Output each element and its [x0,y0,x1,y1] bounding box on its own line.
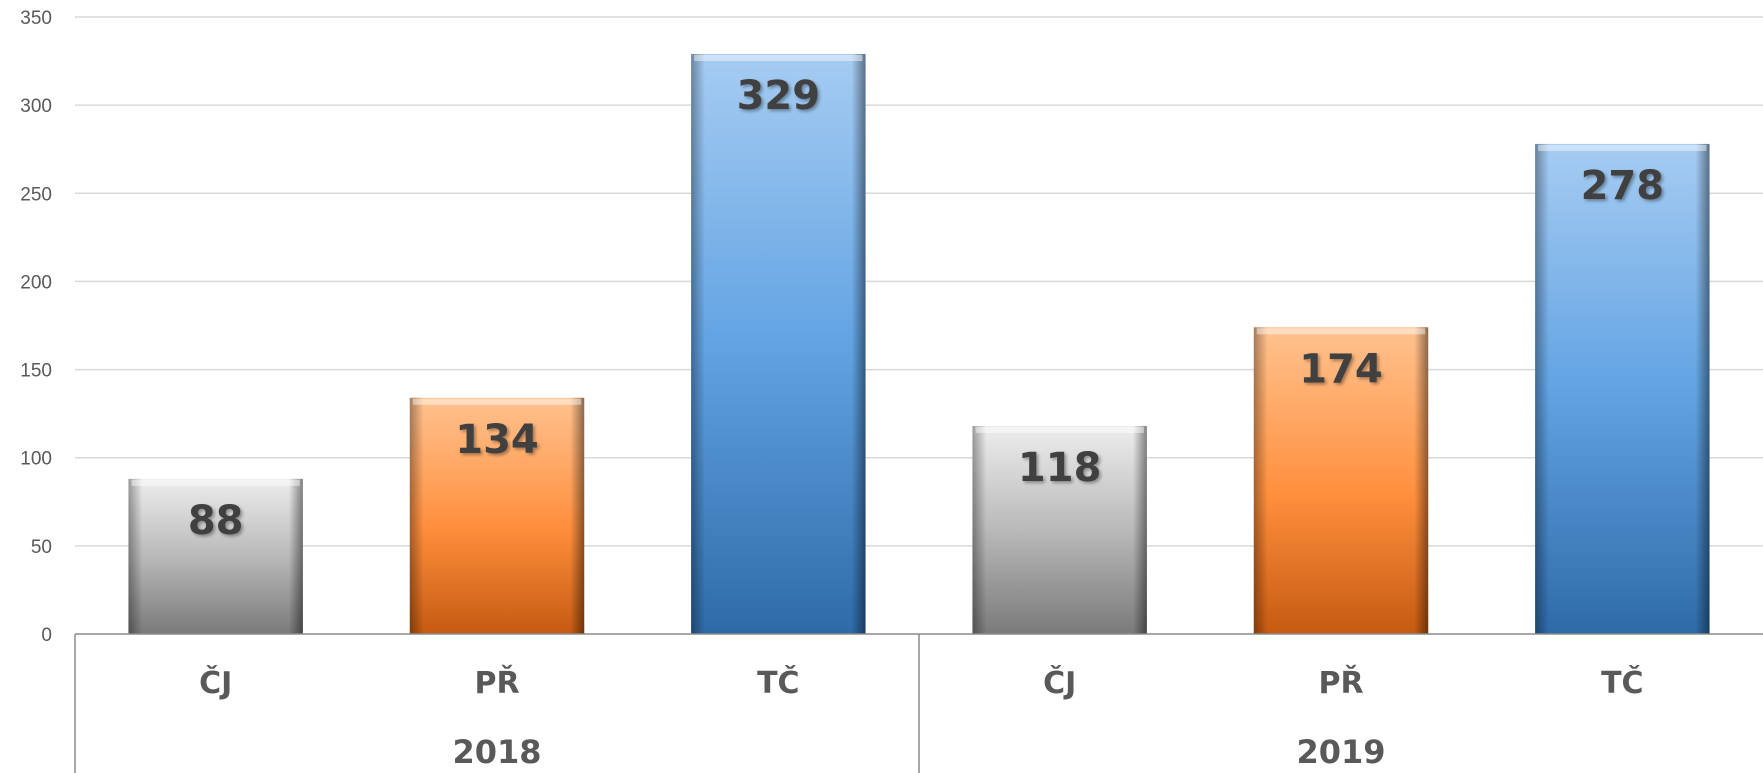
y-tick-label: 100 [20,449,52,470]
bar-top-highlight [1256,328,1426,335]
y-tick-label: 250 [20,184,52,205]
bar-2018-ČJ: 88 [128,478,303,634]
y-tick-label: 350 [20,8,52,29]
category-label: PŘ [474,665,519,701]
data-label: 278 [1581,163,1665,209]
y-axis-tick-labels: 0 50 100 150 200 250 300 350 [20,8,52,646]
y-tick-label: 300 [20,96,52,117]
data-label: 88 [188,498,244,544]
bar-top-highlight [412,398,582,405]
group-labels: 2018 2019 [452,733,1385,771]
category-label: PŘ [1318,665,1363,701]
category-labels: ČJ PŘ TČ ČJ PŘ TČ [199,664,1644,701]
bar-bevel [972,425,1147,634]
bar-top-highlight [694,55,863,62]
category-label: TČ [757,664,799,701]
bar-top-highlight [975,426,1144,433]
bar-2019-ČJ: 118 [972,425,1147,634]
category-axis [74,633,1763,773]
data-label: 118 [1018,445,1102,491]
bar-top-highlight [131,479,300,486]
y-tick-label: 200 [20,272,52,293]
bar-2018-TČ: 329 [691,54,866,634]
bar-bevel [128,478,303,634]
bar-bevel [1253,327,1429,634]
category-label: TČ [1601,664,1643,701]
data-label: 174 [1299,346,1383,392]
bar-top-highlight [1538,144,1707,151]
y-tick-label: 150 [20,361,52,382]
category-label: ČJ [1043,664,1076,701]
data-label: 329 [737,73,821,119]
y-tick-label: 0 [41,625,52,646]
category-label: ČJ [199,664,232,701]
gridlines [75,16,1763,547]
data-label: 134 [455,417,539,463]
bar-2019-TČ: 278 [1535,143,1710,634]
group-label: 2019 [1296,733,1385,771]
bar-bevel [1535,143,1710,634]
y-tick-label: 50 [31,537,52,558]
bar-2018-PŘ: 134 [409,397,585,634]
bar-bevel [409,397,585,634]
bar-bevel [691,54,866,634]
bars: 88 134 329 118 174 278 [128,54,1710,634]
bar-2019-PŘ: 174 [1253,327,1429,634]
group-label: 2018 [452,733,541,771]
